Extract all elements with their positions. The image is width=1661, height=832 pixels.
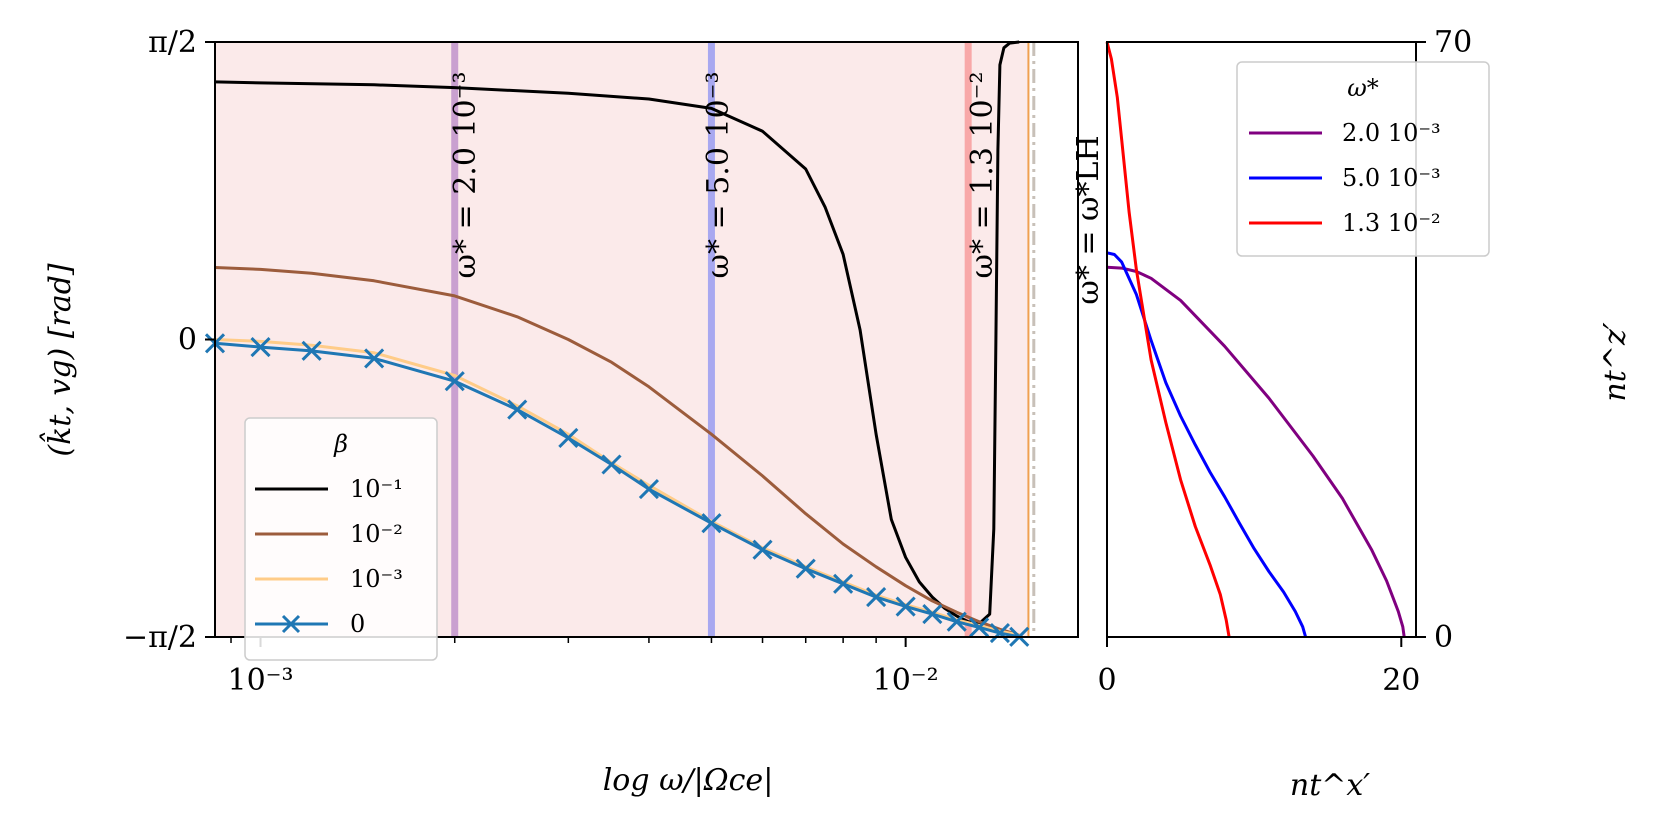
left-ticks: 10⁻³ 10⁻² −π/2 0 π/2 xyxy=(123,25,939,698)
point-marker xyxy=(795,558,816,579)
left-legend: β 10⁻¹ 10⁻² 10⁻³ 0 xyxy=(244,417,438,661)
left-legend-title: β xyxy=(333,430,348,458)
y-tick-label: π/2 xyxy=(148,25,197,60)
left-panel: 10⁻³ 10⁻² −π/2 0 π/2 ω* = 2.0 10⁻³ ω* = 5.0 … xyxy=(39,25,1106,798)
y-tick-label: 0 xyxy=(1434,620,1453,655)
point-marker xyxy=(638,479,659,500)
legend-entry-beta-2: 10⁻² xyxy=(350,520,403,548)
y-tick-label: −π/2 xyxy=(123,620,197,655)
series-line-beta-4 xyxy=(214,341,1020,639)
legend-entry-omega-3: 1.3 10⁻² xyxy=(1342,209,1441,237)
point-marker xyxy=(866,587,887,608)
point-marker xyxy=(444,371,465,392)
point-marker xyxy=(922,604,943,625)
legend-entry-omega-1: 2.0 10⁻³ xyxy=(1342,119,1441,147)
legend-entry-omega-2: 5.0 10⁻³ xyxy=(1342,164,1441,192)
point-marker xyxy=(507,399,528,420)
series-line-omega-3 xyxy=(1105,41,1231,638)
right-y-axis-label: nt^z′ xyxy=(1598,322,1633,401)
legend-entry-beta-4: 0 xyxy=(350,610,365,638)
point-marker xyxy=(895,596,916,617)
left-series xyxy=(204,40,1030,647)
legend-entry-beta-1: 10⁻¹ xyxy=(350,475,403,503)
legend-entry-beta-3: 10⁻³ xyxy=(350,565,403,593)
right-x-axis-label: nt^x′ xyxy=(1290,768,1370,803)
right-axes-frame xyxy=(1106,41,1417,638)
series-line-omega-2 xyxy=(1106,251,1308,638)
right-series xyxy=(1105,41,1406,638)
y-tick-label: 70 xyxy=(1434,25,1472,60)
right-panel: 0 20 0 70 nt^x′ nt^z′ ω* 2.0 10⁻³ 5.0 10⁻³ … xyxy=(1097,25,1633,803)
left-y-axis-label: (k̂t, vg) [rad] xyxy=(39,263,78,457)
point-marker xyxy=(701,513,722,534)
vline-label-2: ω* = 5.0 10⁻³ xyxy=(701,72,736,279)
vline-label-1: ω* = 2.0 10⁻³ xyxy=(448,72,483,279)
point-marker xyxy=(558,427,579,449)
x-tick-label: 0 xyxy=(1097,663,1116,698)
point-marker xyxy=(301,340,322,361)
vertical-lines xyxy=(451,42,1036,637)
point-marker xyxy=(833,573,854,594)
right-legend-title: ω* xyxy=(1347,74,1379,102)
point-marker xyxy=(752,539,773,560)
y-tick-label: 0 xyxy=(178,323,197,358)
left-x-axis-label: log ω/|Ωce| xyxy=(603,763,774,798)
x-tick-label: 10⁻³ xyxy=(228,663,294,698)
point-marker xyxy=(250,337,271,358)
x-tick-label: 20 xyxy=(1382,663,1420,698)
x-tick-label: 10⁻² xyxy=(873,663,939,698)
series-line-beta-1 xyxy=(214,40,1020,626)
series-line-omega-1 xyxy=(1106,265,1406,638)
right-ticks: 0 20 0 70 xyxy=(1097,25,1472,698)
point-marker xyxy=(989,623,1010,644)
point-marker xyxy=(946,611,967,632)
series-line-beta-2 xyxy=(214,266,1020,637)
point-marker xyxy=(601,454,622,475)
right-legend: ω* 2.0 10⁻³ 5.0 10⁻³ 1.3 10⁻² xyxy=(1236,61,1490,257)
point-marker xyxy=(969,617,990,638)
point-marker xyxy=(364,348,385,369)
vline-label-4: ω* = ω*LH xyxy=(1071,135,1106,304)
vline-label-3: ω* = 1.3 10⁻² xyxy=(965,72,1000,279)
